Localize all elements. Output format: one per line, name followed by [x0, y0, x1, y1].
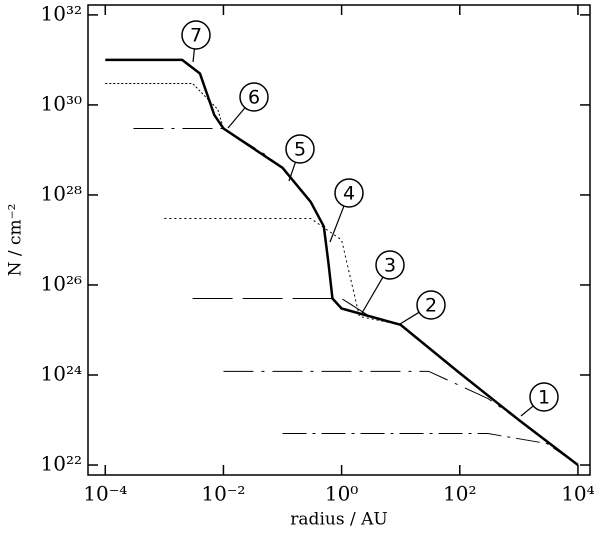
annotation-circle	[181, 20, 211, 50]
annotation-leader	[520, 405, 534, 417]
annotation-leader	[329, 205, 345, 243]
data-line	[105, 82, 224, 129]
annotation-circle	[529, 382, 559, 412]
annotation-leader	[288, 162, 297, 182]
data-line	[105, 58, 579, 467]
x-tick-label: 10⁴	[561, 482, 594, 506]
data-line	[282, 433, 579, 466]
annotation-label: 4	[343, 183, 355, 205]
y-tick-label: 10²⁶	[41, 271, 82, 295]
annotation-label: 6	[248, 87, 260, 109]
annotation-circle	[285, 134, 315, 164]
annotation-label: 3	[384, 255, 396, 277]
annotation-leader	[399, 311, 420, 325]
y-axis-label: N / cm⁻²	[6, 204, 26, 277]
x-axis-label: radius / AU	[290, 510, 387, 530]
y-tick-label: 10²²	[41, 452, 82, 476]
data-line	[164, 217, 401, 326]
x-tick-label: 10⁰	[325, 482, 358, 506]
data-line	[133, 127, 283, 169]
y-tick-label: 10³⁰	[41, 91, 82, 115]
y-tick-label: 10³²	[41, 1, 82, 25]
annotation-label: 5	[294, 139, 306, 161]
annotation-leader	[227, 107, 246, 129]
x-tick-label: 10⁻⁴	[83, 482, 127, 506]
annotation-leader	[192, 48, 196, 63]
x-tick-label: 10²	[443, 482, 476, 506]
annotation-label: 7	[190, 25, 202, 47]
y-tick-label: 10²⁴	[41, 361, 82, 385]
plot-frame	[87, 4, 591, 476]
annotation-circle	[334, 178, 364, 208]
data-line	[192, 298, 401, 326]
annotation-label: 2	[425, 295, 437, 317]
annotation-circle	[375, 250, 405, 280]
annotation-circle	[239, 82, 269, 112]
annotation-leader	[361, 276, 384, 314]
x-tick-label: 10⁻²	[201, 482, 245, 506]
annotation-circle	[416, 290, 446, 320]
y-tick-label: 10²⁸	[41, 181, 82, 205]
annotation-label: 1	[538, 387, 550, 409]
data-line	[223, 370, 520, 421]
